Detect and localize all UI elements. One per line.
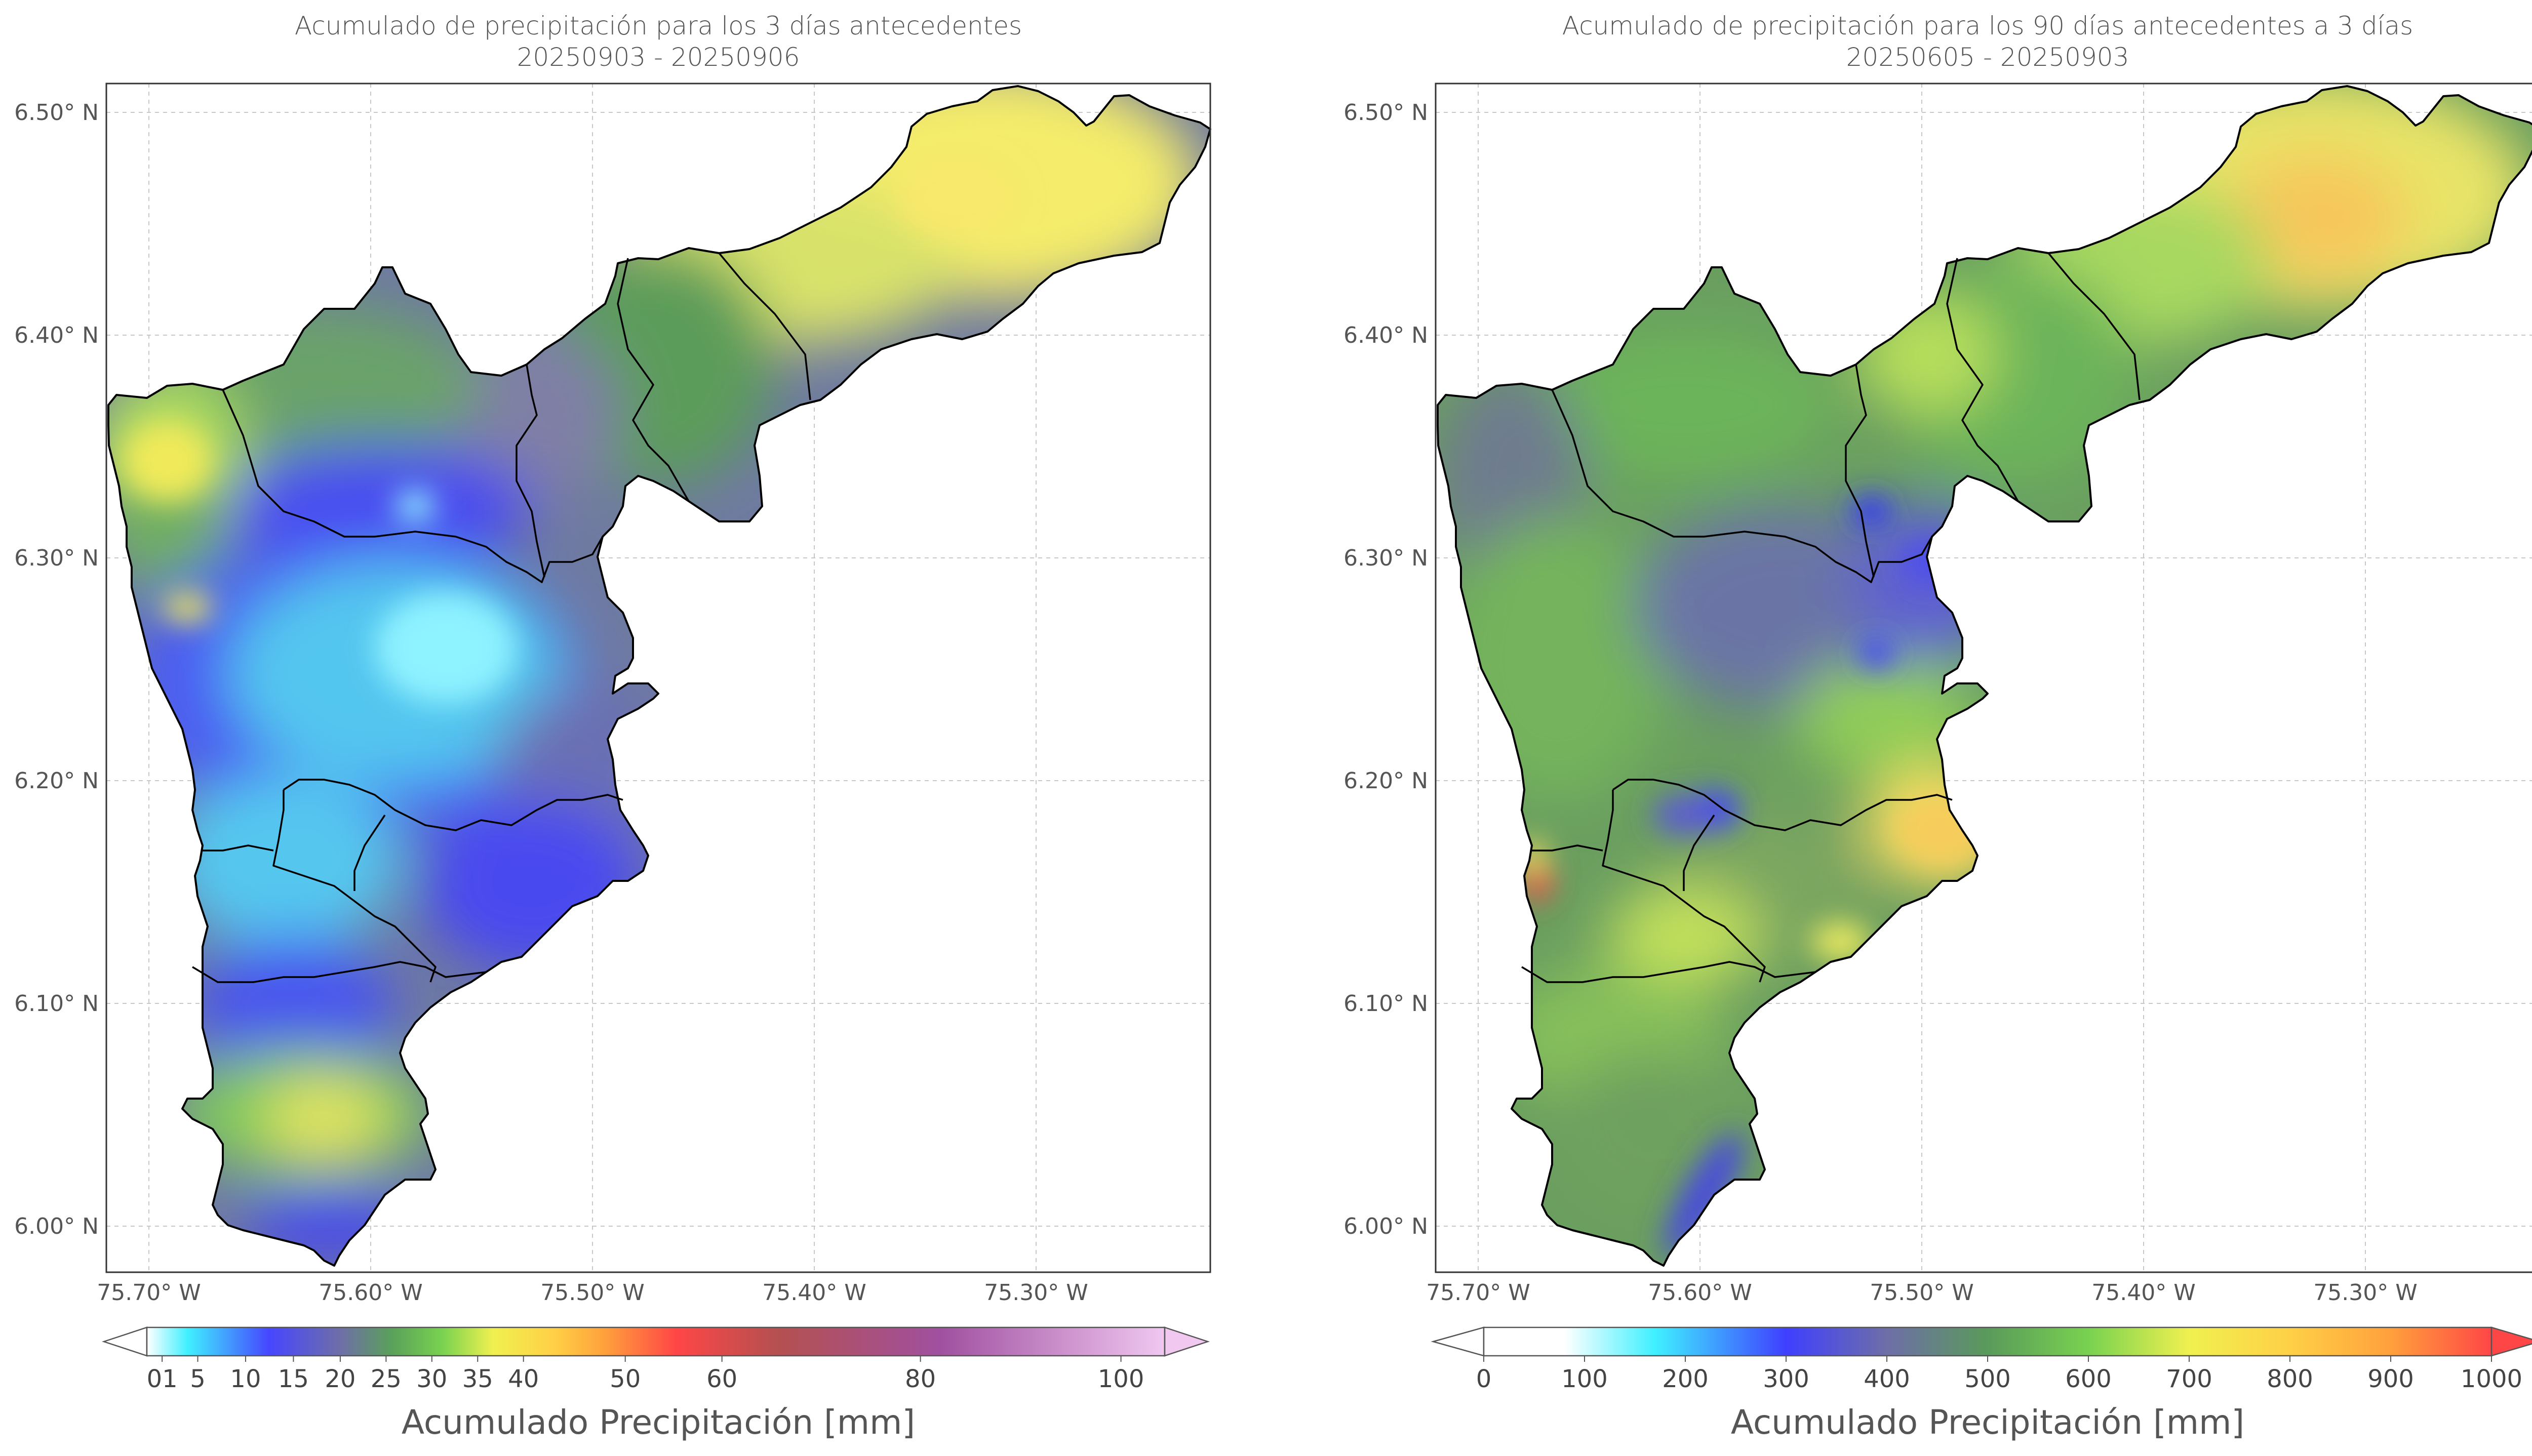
- colorbar-tick-label: 300: [1763, 1365, 1809, 1393]
- right-lat-label: 6.20° N: [1343, 768, 1428, 794]
- left-colorbar: 01 5 10 15 20 25 30 35 40 50 60 80 100 Acumulado Pre…: [102, 1326, 1210, 1442]
- colorbar-tick-label: 900: [2367, 1365, 2414, 1393]
- left-colorbar-ticks: 01 5 10 15 20 25 30 35 40 50 60 80 100: [147, 1356, 1144, 1393]
- right-colorbar: 0 100 200 300 400 500 600 700 800 900 1000 Acumula…: [1431, 1326, 2532, 1442]
- left-axes-frame: [105, 83, 1211, 1273]
- colorbar-tick-label: 80: [905, 1365, 936, 1393]
- right-map-panel: Acumulado de precipitación para los 90 d…: [1343, 11, 2532, 1442]
- colorbar-tick-label: 0: [1476, 1365, 1492, 1393]
- right-lon-label: 75.40° W: [2091, 1280, 2195, 1306]
- left-lat-label: 6.30° N: [14, 545, 99, 571]
- colorbar-tick-label: 60: [706, 1365, 737, 1393]
- colorbar-tick-label: 15: [278, 1365, 309, 1393]
- right-lon-label: 75.50° W: [1870, 1280, 1973, 1306]
- left-title-line1: Acumulado de precipitación para los 3 dí…: [295, 11, 1022, 41]
- left-title-line2: 20250903 - 20250906: [517, 43, 800, 72]
- left-lat-labels: 6.50° N 6.40° N 6.30° N 6.20° N 6.10° N …: [14, 100, 99, 1239]
- right-colorbar-bar: [1483, 1326, 2493, 1357]
- left-gridlines: [106, 84, 1210, 1272]
- right-lat-label: 6.50° N: [1343, 100, 1428, 126]
- right-lat-labels: 6.50° N 6.40° N 6.30° N 6.20° N 6.10° N …: [1343, 100, 1428, 1239]
- left-lon-labels: 75.70° W 75.60° W 75.50° W 75.40° W 75.3…: [97, 1280, 1088, 1306]
- left-colorbar-label: Acumulado Precipitación [mm]: [402, 1403, 915, 1442]
- colorbar-tick-label: 500: [1964, 1365, 2011, 1393]
- left-colorbar-extend-low: [102, 1326, 148, 1357]
- colorbar-tick-label: 50: [610, 1365, 641, 1393]
- left-colorbar-bar: [146, 1326, 1166, 1357]
- colorbar-tick-label: 100: [1098, 1365, 1144, 1393]
- colorbar-tick-label: 700: [2166, 1365, 2212, 1393]
- left-lon-label: 75.70° W: [97, 1280, 201, 1306]
- left-subbasin-lines: [192, 252, 811, 983]
- left-lat-label: 6.40° N: [14, 322, 99, 348]
- colorbar-tick-label: 400: [1864, 1365, 1910, 1393]
- right-lon-label: 75.60° W: [1648, 1280, 1752, 1306]
- colorbar-tick-label: 20: [325, 1365, 355, 1393]
- left-lat-label: 6.50° N: [14, 100, 99, 126]
- colorbar-tick-label: 01: [147, 1365, 178, 1393]
- colorbar-tick-label: 100: [1561, 1365, 1608, 1393]
- colorbar-tick-label: 40: [508, 1365, 539, 1393]
- right-colorbar-extend-low: [1431, 1326, 1485, 1357]
- colorbar-tick-label: 600: [2065, 1365, 2112, 1393]
- right-axes-frame: [1435, 83, 2532, 1273]
- left-colorbar-extend-high: [1164, 1326, 1210, 1357]
- right-colorbar-extend-high: [2490, 1326, 2532, 1357]
- right-subbasin-lines: [1521, 252, 2141, 983]
- left-basin-boundaries: [107, 85, 1211, 1267]
- right-lon-label: 75.30° W: [2313, 1280, 2417, 1306]
- right-lat-label: 6.30° N: [1343, 545, 1428, 571]
- colorbar-tick-label: 800: [2267, 1365, 2313, 1393]
- right-lat-label: 6.10° N: [1343, 991, 1428, 1017]
- colorbar-tick-label: 10: [230, 1365, 261, 1393]
- left-lon-label: 75.60° W: [319, 1280, 422, 1306]
- colorbar-tick-label: 35: [462, 1365, 493, 1393]
- right-lat-label: 6.40° N: [1343, 322, 1428, 348]
- left-map-panel: Acumulado de precipitación para los 3 dí…: [14, 11, 1211, 1442]
- left-lon-label: 75.40° W: [762, 1280, 866, 1306]
- colorbar-tick-label: 30: [416, 1365, 447, 1393]
- right-lon-labels: 75.70° W 75.60° W 75.50° W 75.40° W 75.3…: [1426, 1280, 2417, 1306]
- colorbar-tick-label: 200: [1662, 1365, 1709, 1393]
- right-title-line2: 20250605 - 20250903: [1846, 43, 2129, 72]
- left-lat-label: 6.10° N: [14, 991, 99, 1017]
- left-lat-label: 6.20° N: [14, 768, 99, 794]
- right-title-line1: Acumulado de precipitación para los 90 d…: [1562, 11, 2413, 41]
- left-lat-label: 6.00° N: [14, 1214, 99, 1239]
- colorbar-tick-label: 25: [371, 1365, 402, 1393]
- left-lon-label: 75.50° W: [540, 1280, 644, 1306]
- colorbar-tick-label: 5: [190, 1365, 206, 1393]
- colorbar-tick-label: 1000: [2461, 1365, 2522, 1393]
- right-lon-label: 75.70° W: [1426, 1280, 1530, 1306]
- right-colorbar-label: Acumulado Precipitación [mm]: [1731, 1403, 2244, 1442]
- right-lat-label: 6.00° N: [1343, 1214, 1428, 1239]
- right-colorbar-ticks: 0 100 200 300 400 500 600 700 800 900 1000: [1476, 1356, 2522, 1393]
- left-lon-label: 75.30° W: [984, 1280, 1088, 1306]
